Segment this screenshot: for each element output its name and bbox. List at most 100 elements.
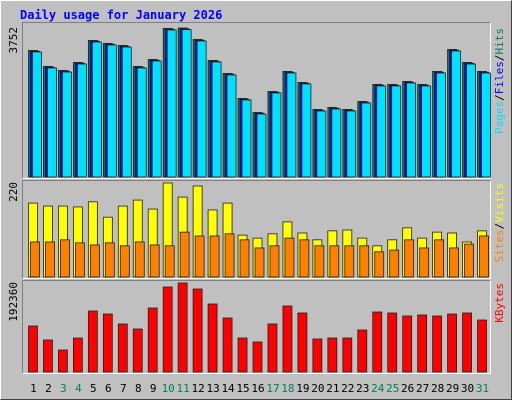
x-tick-label: 31 xyxy=(476,382,489,395)
bar xyxy=(376,85,387,178)
bar xyxy=(121,46,132,178)
bar xyxy=(166,29,177,178)
bar xyxy=(119,245,130,278)
bar xyxy=(417,314,428,373)
x-tick-label: 18 xyxy=(281,382,294,395)
bar xyxy=(316,110,327,178)
bar xyxy=(252,341,263,373)
x-tick-label: 21 xyxy=(326,382,339,395)
bar xyxy=(346,110,357,178)
bar xyxy=(224,233,235,278)
y-tick-label: 192360 xyxy=(7,282,20,322)
bar xyxy=(391,85,402,178)
bar xyxy=(102,313,113,373)
bar xyxy=(301,83,312,178)
bar xyxy=(462,312,472,373)
bar xyxy=(209,235,220,278)
legend-separator: / xyxy=(493,55,506,62)
bar xyxy=(211,61,222,178)
bar xyxy=(466,63,476,178)
bar xyxy=(43,339,53,373)
x-tick-label: 26 xyxy=(401,382,414,395)
bar xyxy=(434,239,445,278)
x-tick-label: 30 xyxy=(461,382,474,395)
legend: Pages/Files/Hits xyxy=(493,28,506,134)
bar xyxy=(256,113,267,178)
bar xyxy=(60,239,70,278)
bar xyxy=(104,242,115,278)
x-tick-label: 29 xyxy=(446,382,459,395)
x-tick-label: 22 xyxy=(341,382,354,395)
bar xyxy=(179,231,190,278)
bar xyxy=(357,329,368,373)
bar xyxy=(432,315,443,373)
x-tick-label: 12 xyxy=(192,382,205,395)
bar xyxy=(286,72,297,178)
bar xyxy=(271,92,282,178)
bar xyxy=(404,239,415,278)
x-tick-label: 24 xyxy=(371,382,385,395)
panel-bevel xyxy=(22,180,491,279)
x-tick-label: 23 xyxy=(356,382,369,395)
bar xyxy=(74,242,85,278)
bar xyxy=(372,311,383,373)
x-tick-label: 1 xyxy=(30,382,37,395)
bar xyxy=(106,44,117,178)
bar xyxy=(162,286,173,373)
y-tick-label: 220 xyxy=(7,182,20,202)
bar xyxy=(47,67,57,178)
legend-entry: KBytes xyxy=(493,283,506,323)
bar xyxy=(76,63,87,178)
bar xyxy=(226,74,237,178)
chart-title: Daily usage for January 2026 xyxy=(20,8,222,22)
bar xyxy=(89,244,100,278)
bar xyxy=(241,99,252,178)
bar xyxy=(421,85,432,178)
x-tick-label: 8 xyxy=(135,382,142,395)
panel-bevel xyxy=(22,280,491,374)
bar xyxy=(192,288,203,373)
bar xyxy=(312,338,323,373)
bar xyxy=(327,337,338,373)
x-tick-label: 7 xyxy=(120,382,127,395)
bar xyxy=(342,337,353,373)
bar xyxy=(436,72,447,178)
bar xyxy=(344,245,355,278)
bar xyxy=(451,50,461,178)
x-tick-label: 28 xyxy=(431,382,444,395)
bar xyxy=(147,307,158,373)
x-tick-label: 19 xyxy=(296,382,309,395)
bar xyxy=(254,247,265,278)
bar xyxy=(449,247,459,278)
bar xyxy=(72,337,83,373)
x-tick-label: 3 xyxy=(60,382,67,395)
bar xyxy=(207,303,218,373)
x-tick-label: 10 xyxy=(162,382,175,395)
bar xyxy=(222,317,233,373)
x-tick-label: 14 xyxy=(221,382,235,395)
bar xyxy=(196,40,207,178)
x-tick-label: 27 xyxy=(416,382,429,395)
bar xyxy=(299,239,310,278)
bar xyxy=(477,319,487,373)
bar xyxy=(58,349,68,373)
bar xyxy=(91,41,102,178)
bar xyxy=(177,282,188,373)
bar xyxy=(87,310,98,373)
bar xyxy=(284,237,295,278)
x-tick-label: 16 xyxy=(251,382,264,395)
bar xyxy=(406,82,417,178)
x-tick-label: 5 xyxy=(90,382,97,395)
bar xyxy=(62,71,72,178)
bar xyxy=(402,315,413,373)
bar xyxy=(361,102,372,178)
bar xyxy=(419,247,430,278)
bar xyxy=(32,51,42,178)
x-tick-label: 2 xyxy=(45,382,52,395)
legend-entry: Files xyxy=(493,61,506,94)
bar xyxy=(314,245,325,278)
bar xyxy=(30,241,40,278)
